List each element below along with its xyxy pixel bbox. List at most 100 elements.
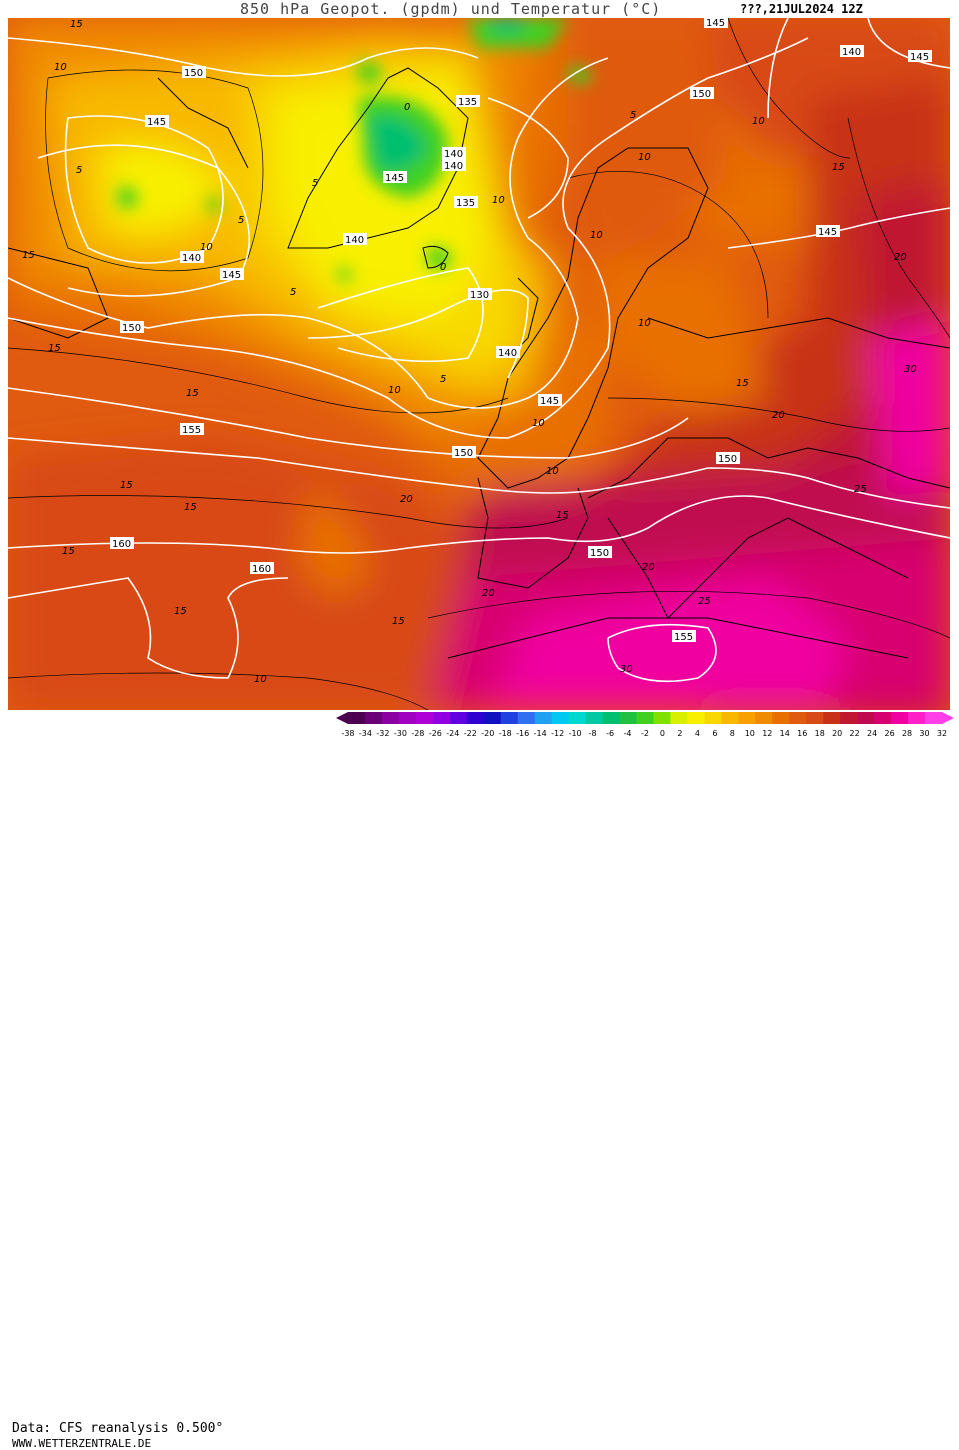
legend-tick-label: 26: [884, 729, 894, 738]
legend-tick-label: -12: [551, 729, 564, 738]
temp-label: 15: [48, 343, 61, 354]
geo-label: 140: [442, 147, 466, 160]
legend-swatch: [653, 712, 671, 724]
geo-label: 150: [452, 446, 476, 459]
svg-text:160: 160: [112, 539, 131, 550]
header-bar: 850 hPa Geopot. (gpdm) und Temperatur (°…: [0, 0, 959, 18]
legend-tick-label: -32: [376, 729, 389, 738]
geo-label: 155: [180, 423, 204, 436]
temp-label: 15: [736, 378, 749, 389]
legend-swatch: [891, 712, 909, 724]
geo-label: 130: [468, 288, 492, 301]
temperature-field: [8, 18, 950, 710]
legend-arrow-left: [336, 712, 348, 724]
svg-text:130: 130: [470, 290, 489, 301]
legend-tick-label: 8: [730, 729, 735, 738]
geo-label: 150: [716, 452, 740, 465]
legend-swatch: [364, 712, 383, 724]
legend-swatch: [772, 712, 790, 724]
temp-label: 30: [620, 664, 633, 675]
svg-text:140: 140: [444, 161, 463, 172]
temp-label: 0: [404, 102, 410, 113]
svg-text:140: 140: [842, 47, 861, 58]
legend-swatch: [551, 712, 570, 724]
legend-swatch: [398, 712, 417, 724]
temp-label: 5: [440, 374, 446, 385]
legend-swatch: [585, 712, 604, 724]
temp-label: 5: [312, 178, 318, 189]
temp-label: 15: [392, 616, 405, 627]
temp-label: 10: [200, 242, 213, 253]
geo-label: 150: [120, 321, 144, 334]
temp-label: 15: [62, 546, 75, 557]
legend-tick-label: 32: [937, 729, 947, 738]
legend-tick-label: -22: [464, 729, 477, 738]
geo-label: 145: [220, 268, 244, 281]
geo-label: 160: [250, 562, 274, 575]
svg-text:160: 160: [252, 564, 271, 575]
svg-text:145: 145: [540, 396, 559, 407]
svg-text:150: 150: [590, 548, 609, 559]
temp-label: 20: [482, 588, 495, 599]
temp-label: 15: [184, 502, 197, 513]
legend-tick-label: -30: [394, 729, 407, 738]
svg-text:150: 150: [454, 448, 473, 459]
legend-swatch: [755, 712, 773, 724]
legend-tick-label: 6: [712, 729, 717, 738]
legend-tick-label: -20: [481, 729, 494, 738]
temp-label: 5: [630, 110, 636, 121]
temp-label: 25: [854, 484, 867, 495]
legend-tick-label: 4: [695, 729, 700, 738]
temp-label: 20: [772, 410, 785, 421]
legend-swatch: [874, 712, 892, 724]
legend-swatch: [636, 712, 654, 724]
legend-swatch: [517, 712, 536, 724]
legend-tick-label: 22: [850, 729, 860, 738]
legend-tick-label: 0: [660, 729, 665, 738]
legend-swatch: [789, 712, 807, 724]
svg-text:150: 150: [184, 68, 203, 79]
temp-label: 5: [76, 165, 82, 176]
temp-label: 30: [904, 364, 917, 375]
legend-swatch: [857, 712, 875, 724]
legend-swatch: [415, 712, 434, 724]
legend-tick-label: -8: [589, 729, 597, 738]
temp-label: 10: [254, 674, 267, 685]
legend-arrow-right: [942, 712, 954, 724]
temp-label: 15: [174, 606, 187, 617]
legend-swatch: [806, 712, 824, 724]
geo-label: 140: [180, 251, 204, 264]
geo-label: 140: [343, 233, 367, 246]
temp-label: 20: [400, 494, 413, 505]
legend-swatch: [602, 712, 621, 724]
temp-label: 15: [120, 480, 133, 491]
geo-label: 150: [690, 87, 714, 100]
geo-label: 160: [110, 537, 134, 550]
legend-swatch: [721, 712, 739, 724]
geo-label: 145: [816, 225, 840, 238]
legend-tick-label: -4: [624, 729, 632, 738]
coastlines: [8, 67, 950, 659]
temp-label: 5: [290, 287, 296, 298]
temp-label: 10: [546, 466, 559, 477]
geo-label: 145: [538, 394, 562, 407]
legend-tick-label: 24: [867, 729, 877, 738]
legend-swatch: [348, 712, 366, 724]
temp-label: 10: [590, 230, 603, 241]
legend-swatch: [534, 712, 553, 724]
geo-label: 150: [182, 66, 206, 79]
legend-swatch: [449, 712, 468, 724]
legend-tick-label: 28: [902, 729, 912, 738]
color-legend: -38 -34 -32 -30 -28 -26 -24 -22 -20 -18 -16 -14 -12-…: [336, 712, 954, 738]
temp-label: 10: [492, 195, 505, 206]
geo-label: 150: [588, 546, 612, 559]
geo-label: 140: [840, 45, 864, 58]
svg-text:150: 150: [718, 454, 737, 465]
legend-tick-label: 12: [762, 729, 772, 738]
svg-text:150: 150: [122, 323, 141, 334]
legend-tick-label: -16: [516, 729, 529, 738]
legend-swatch: [466, 712, 485, 724]
legend-tick-label: -2: [641, 729, 649, 738]
legend-swatch: [670, 712, 688, 724]
temp-label: 15: [832, 162, 845, 173]
